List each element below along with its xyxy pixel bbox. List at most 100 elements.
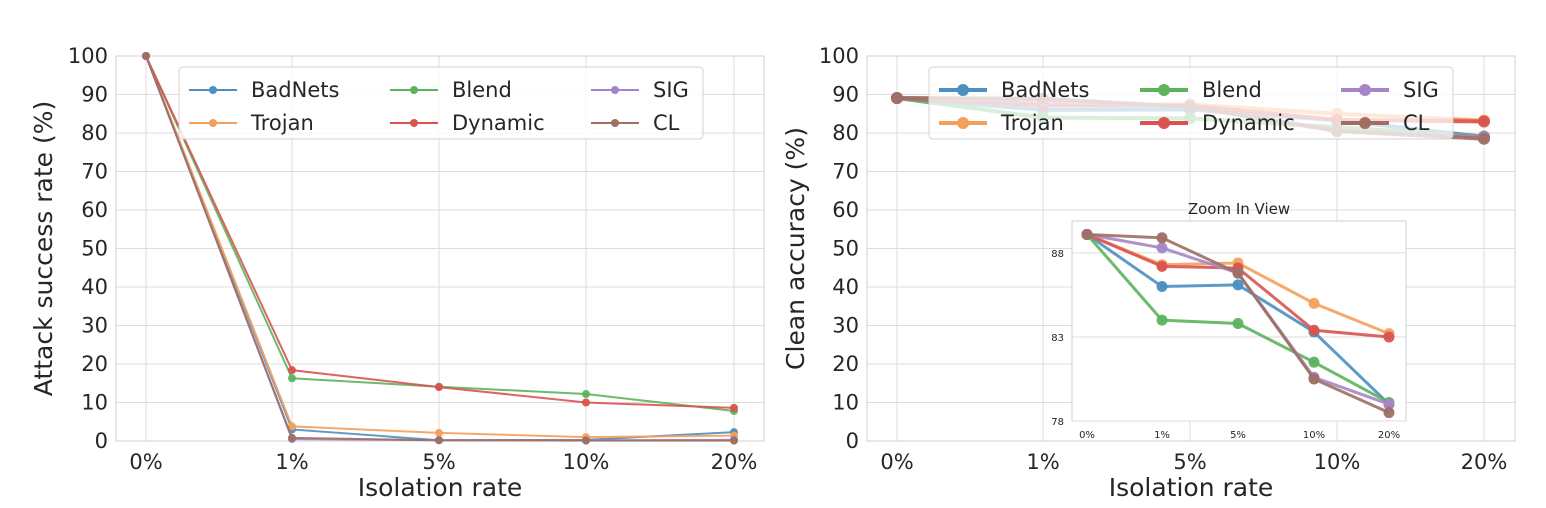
- inset-data-point-blend: [1308, 356, 1320, 368]
- y-tick-label: 100: [819, 44, 859, 68]
- y-tick-label: 90: [81, 83, 108, 107]
- data-point-dynamic: [288, 366, 296, 375]
- y-tick-label: 20: [81, 352, 108, 376]
- legend-label-cl: CL: [653, 111, 680, 135]
- y-tick-label: 40: [832, 275, 859, 299]
- inset-data-point-badnets: [1232, 279, 1244, 291]
- data-point-dynamic: [1478, 115, 1490, 128]
- inset-data-point-cl: [1232, 267, 1244, 279]
- data-point-cl: [891, 91, 903, 104]
- legend-marker-sig: [1359, 84, 1371, 96]
- plot-frame: [866, 55, 1516, 442]
- inset-data-point-sig: [1156, 242, 1168, 254]
- data-point-trojan: [435, 428, 443, 437]
- y-tick-label: 30: [832, 314, 859, 338]
- y-tick-label: 80: [832, 121, 859, 145]
- inset-x-tick-label: 1%: [1154, 430, 1170, 441]
- legend-marker-dynamic: [410, 119, 418, 127]
- inset-x-tick-label: 10%: [1303, 430, 1325, 441]
- legend-box: [928, 66, 1454, 140]
- y-tick-label: 70: [81, 160, 108, 184]
- legend-box: [178, 66, 704, 140]
- inset-data-point-trojan: [1308, 297, 1320, 309]
- legend-label-badnets: BadNets: [1001, 78, 1089, 102]
- legend-label-trojan: Trojan: [1000, 111, 1064, 135]
- y-tick-label: 0: [95, 429, 108, 453]
- y-tick-label: 60: [832, 198, 859, 222]
- y-tick-label: 40: [81, 275, 108, 299]
- y-tick-label: 50: [81, 237, 108, 261]
- inset-data-point-blend: [1156, 314, 1168, 326]
- x-tick-label: 5%: [1173, 450, 1206, 474]
- data-point-cl: [582, 436, 590, 445]
- inset-y-tick-label: 83: [1051, 333, 1064, 344]
- y-tick-label: 60: [81, 198, 108, 222]
- y-axis-label: Clean accuracy (%): [781, 127, 810, 370]
- legend-label-dynamic: Dynamic: [1202, 111, 1295, 135]
- y-tick-label: 10: [81, 391, 108, 415]
- x-tick-label: 1%: [1026, 450, 1059, 474]
- attack-success-chart: 0 10 20 30 40 50 60 70 80 90 100 0% 1% 5% 10% 20% Isolat…: [29, 44, 765, 502]
- inset-y-tick-label: 78: [1051, 417, 1064, 428]
- inset-data-point-sig: [1383, 398, 1395, 410]
- inset-data-point-cl: [1383, 407, 1395, 419]
- legend: BadNets Trojan Blend Dynamic SIG CL: [178, 66, 704, 140]
- legend-label-sig: SIG: [653, 78, 689, 102]
- x-tick-label: 10%: [1314, 450, 1361, 474]
- legend-marker-badnets: [209, 86, 217, 94]
- y-tick-label: 30: [81, 314, 108, 338]
- data-point-dynamic: [582, 398, 590, 407]
- x-tick-label: 1%: [275, 450, 308, 474]
- y-axis-label: Attack success rate (%): [29, 101, 58, 396]
- inset-data-point-cl: [1156, 232, 1168, 244]
- inset-x-tick-label: 5%: [1230, 430, 1246, 441]
- y-tick-label: 0: [846, 429, 859, 453]
- data-point-cl: [142, 52, 150, 60]
- legend-label-sig: SIG: [1403, 78, 1439, 102]
- inset-x-tick-label: 20%: [1378, 430, 1400, 441]
- legend-marker-dynamic: [1158, 117, 1170, 129]
- data-point-trojan: [288, 422, 296, 431]
- inset-data-point-badnets: [1156, 281, 1168, 293]
- y-tick-label: 50: [832, 237, 859, 261]
- data-point-dynamic: [730, 403, 738, 412]
- legend-marker-trojan: [209, 119, 217, 127]
- legend-marker-badnets: [957, 84, 969, 96]
- y-tick-label: 90: [832, 83, 859, 107]
- legend-marker-trojan: [957, 117, 969, 129]
- legend-label-trojan: Trojan: [250, 111, 314, 135]
- legend: BadNets Trojan Blend Dynamic SIG CL: [928, 66, 1454, 140]
- data-point-cl: [1478, 132, 1490, 145]
- legend-marker-blend: [1158, 84, 1170, 96]
- x-tick-label: 20%: [711, 450, 758, 474]
- data-point-cl: [730, 436, 738, 445]
- x-tick-label: 0%: [129, 450, 162, 474]
- data-point-blend: [582, 390, 590, 399]
- zoom-inset: 78 83 88 0% 1% 5% 10% 20% Zoom In View: [1051, 200, 1407, 441]
- inset-data-point-blend: [1232, 318, 1244, 330]
- legend-marker-sig: [611, 86, 619, 94]
- inset-y-tick-label: 88: [1051, 249, 1064, 260]
- y-tick-label: 10: [832, 391, 859, 415]
- y-tick-label: 80: [81, 121, 108, 145]
- legend-marker-cl: [1359, 117, 1371, 129]
- data-point-blend: [288, 374, 296, 383]
- inset-data-point-cl: [1308, 373, 1320, 385]
- data-point-cl: [435, 436, 443, 445]
- y-tick-label: 100: [68, 44, 108, 68]
- data-point-dynamic: [435, 383, 443, 392]
- y-tick-label: 20: [832, 352, 859, 376]
- y-tick-label: 70: [832, 160, 859, 184]
- x-axis-label: Isolation rate: [358, 473, 523, 502]
- inset-data-point-dynamic: [1156, 260, 1168, 272]
- x-tick-label: 10%: [563, 450, 610, 474]
- legend-marker-cl: [611, 119, 619, 127]
- legend-label-cl: CL: [1403, 111, 1430, 135]
- x-tick-label: 5%: [422, 450, 455, 474]
- legend-label-dynamic: Dynamic: [452, 111, 545, 135]
- inset-title: Zoom In View: [1188, 200, 1290, 218]
- legend-label-blend: Blend: [452, 78, 512, 102]
- x-tick-label: 0%: [880, 450, 913, 474]
- inset-data-point-dynamic: [1308, 324, 1320, 336]
